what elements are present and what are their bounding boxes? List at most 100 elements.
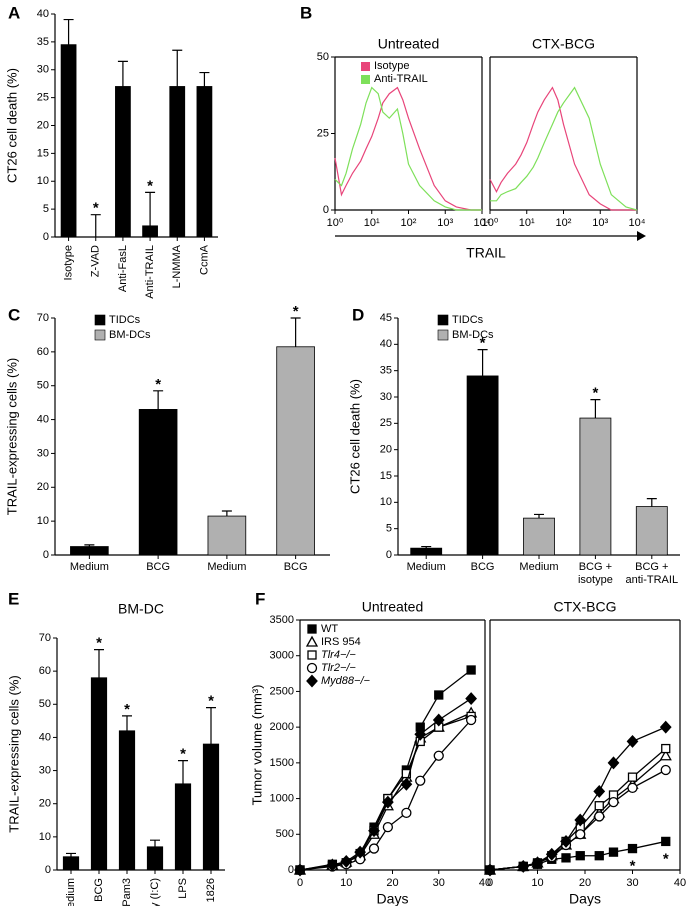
bar <box>207 515 247 556</box>
error-bar <box>421 545 432 549</box>
bar <box>174 783 192 871</box>
legend-swatch <box>437 329 449 341</box>
x-tick-label: Medium <box>207 561 247 573</box>
marker <box>465 714 477 726</box>
marker <box>294 863 306 877</box>
error-bar <box>84 544 95 547</box>
legend-marker <box>307 624 317 634</box>
marker <box>415 775 426 786</box>
marker <box>661 743 671 754</box>
x-tick-label: 10 <box>340 877 352 889</box>
marker <box>433 750 444 761</box>
y-axis-label: CT26 cell death (%) <box>4 68 19 183</box>
series-line <box>490 86 638 211</box>
x-tick-label: 10 <box>531 877 543 889</box>
marker <box>382 821 394 833</box>
bar <box>410 547 443 556</box>
y-tick-label: 0 <box>323 204 329 216</box>
legend-label: Tlr4−/− <box>321 649 356 661</box>
error-bar <box>590 399 601 419</box>
legend-label: Isotype <box>374 60 409 72</box>
bar <box>62 856 80 871</box>
x-tick-label: Anti-FasL <box>117 245 129 292</box>
marker <box>326 858 339 872</box>
y-tick-label: 50 <box>37 380 49 392</box>
marker <box>594 801 604 811</box>
chart-title: BM-DC <box>118 601 164 617</box>
y-tick-label: 2000 <box>270 721 294 733</box>
bar <box>523 517 555 556</box>
panel-label: B <box>300 3 312 22</box>
marker <box>484 863 496 877</box>
bar <box>466 375 499 556</box>
series-line <box>299 719 472 871</box>
x-tick-label-box: BCG + isotype <box>577 561 613 586</box>
series-line <box>489 840 666 871</box>
y-tick-label: 30 <box>39 764 51 776</box>
y-tick-label: 50 <box>39 698 51 710</box>
x-tick-label: BCG <box>146 561 171 573</box>
marker <box>627 843 638 854</box>
y-tick-label: 40 <box>37 413 49 425</box>
x-tick-label: Medium <box>406 561 446 573</box>
y-tick-label: 3500 <box>270 614 294 626</box>
y-tick-label: 20 <box>380 444 392 456</box>
bar <box>276 346 315 556</box>
annotation: * <box>630 858 636 875</box>
annotation: * <box>96 635 102 652</box>
x-tick-label-box: Medium <box>69 561 109 573</box>
x-tick-label: BCG <box>470 561 495 573</box>
marker <box>465 692 478 706</box>
marker <box>432 713 445 727</box>
x-tick-label: Medium <box>69 561 109 573</box>
y-tick-label: 3000 <box>270 650 294 662</box>
chart-title: CTX-BCG <box>554 599 617 615</box>
y-tick-label: 20 <box>37 481 49 493</box>
x-tick-label: 10³ <box>592 217 608 229</box>
marker <box>368 824 380 838</box>
y-tick-label: 30 <box>37 64 49 76</box>
error-bar <box>534 513 544 519</box>
x-tick-label: Anti-TRAIL <box>144 245 156 299</box>
bar <box>115 86 131 238</box>
annotation: * <box>592 385 598 402</box>
annotation: * <box>147 177 153 194</box>
y-tick-label: 0 <box>386 549 392 561</box>
y-tick-label: 60 <box>39 665 51 677</box>
marker <box>574 813 587 827</box>
x-tick-label: 40 <box>479 877 491 889</box>
legend-swatch <box>361 75 370 84</box>
y-tick-label: 2500 <box>270 685 294 697</box>
x-tick-label: 10¹ <box>364 217 380 229</box>
series-line <box>299 698 472 871</box>
marker <box>575 851 585 861</box>
panel-label: D <box>352 305 364 324</box>
marker <box>627 772 638 782</box>
series-line <box>299 712 472 871</box>
series-line <box>489 86 637 211</box>
marker <box>626 734 639 748</box>
legend-marker <box>306 662 318 674</box>
y-tick-label: 15 <box>380 470 392 482</box>
bar <box>90 677 108 871</box>
marker <box>340 854 353 868</box>
marker <box>561 853 571 863</box>
bar <box>196 86 213 238</box>
x-tick-label: 10⁴ <box>474 217 491 229</box>
x-tick-label-box: BCG + anti-TRAIL <box>626 561 679 586</box>
legend-swatch <box>94 314 106 326</box>
y-tick-label: 1500 <box>270 757 294 769</box>
legend-label: Tlr2−/− <box>321 662 356 674</box>
y-axis-label: CT26 cell death (%) <box>347 379 362 494</box>
error-bar <box>646 498 657 507</box>
bar <box>70 546 109 556</box>
annotation: * <box>208 693 214 710</box>
chart-title: Untreated <box>362 599 423 615</box>
y-tick-label: 0 <box>288 864 294 876</box>
x-tick-label: Medium <box>65 878 77 906</box>
x-tick-label: Isotype <box>62 245 74 280</box>
y-tick-label: 50 <box>317 51 329 63</box>
legend-label: TIDCs <box>452 314 484 326</box>
x-tick-label: BCG + isotype <box>577 561 613 586</box>
y-tick-label: 1000 <box>270 792 294 804</box>
